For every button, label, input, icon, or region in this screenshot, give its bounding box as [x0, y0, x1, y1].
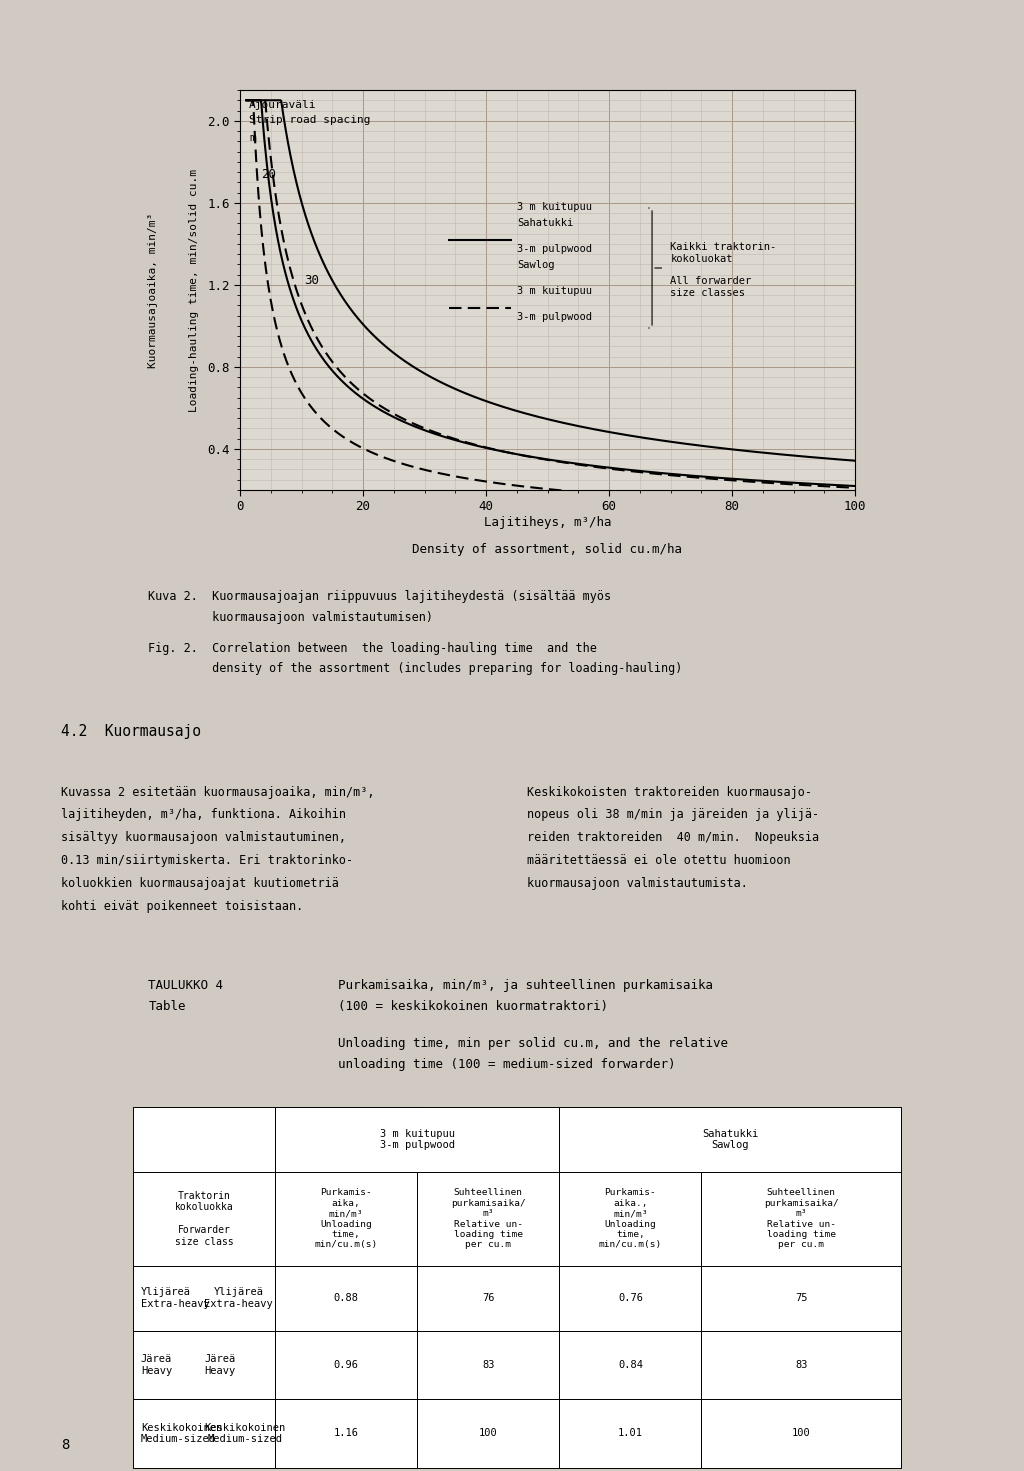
Text: 3-m pulpwood: 3-m pulpwood — [517, 312, 592, 322]
Text: 100: 100 — [479, 1428, 498, 1439]
Bar — [275, 1331, 418, 1399]
Text: määritettäessä ei ole otettu huomioon: määritettäessä ei ole otettu huomioon — [527, 855, 791, 866]
Text: 3 m kuitupuu: 3 m kuitupuu — [517, 202, 592, 212]
Text: Keskikokoinen
Medium-sized: Keskikokoinen Medium-sized — [141, 1422, 222, 1445]
Text: 76: 76 — [482, 1293, 495, 1303]
Bar — [701, 1399, 901, 1468]
Text: size classes: size classes — [671, 288, 745, 299]
Text: 0.84: 0.84 — [617, 1359, 643, 1370]
Text: Keskikokoinen
Medium-sized: Keskikokoinen Medium-sized — [204, 1422, 286, 1445]
Bar — [701, 1172, 901, 1265]
Text: Ylijäreä
Extra-heavy: Ylijäreä Extra-heavy — [141, 1287, 210, 1309]
Text: 75: 75 — [795, 1293, 808, 1303]
Text: lajitiheyden, m³/ha, funktiona. Aikoihin: lajitiheyden, m³/ha, funktiona. Aikoihin — [61, 809, 346, 821]
Text: Sahatukki
Sawlog: Sahatukki Sawlog — [702, 1128, 759, 1150]
Text: 1.01: 1.01 — [617, 1428, 643, 1439]
Bar — [275, 1399, 418, 1468]
Bar — [275, 1265, 418, 1331]
Text: 83: 83 — [482, 1359, 495, 1370]
Bar — [559, 1399, 701, 1468]
Text: Unloading time, min per solid cu.m, and the relative: Unloading time, min per solid cu.m, and … — [338, 1037, 728, 1050]
Text: Purkamis-
aika.,
min/m³
Unloading
time,
min/cu.m(s): Purkamis- aika., min/m³ Unloading time, … — [599, 1189, 663, 1249]
Text: Fig. 2.  Correlation between  the loading-hauling time  and the: Fig. 2. Correlation between the loading-… — [148, 641, 597, 655]
Text: Table: Table — [148, 1000, 186, 1014]
Text: nopeus oli 38 m/min ja järeiden ja ylijä-: nopeus oli 38 m/min ja järeiden ja ylijä… — [527, 809, 819, 821]
Text: Ajouraväli: Ajouraväli — [249, 100, 316, 110]
Bar — [133, 1331, 275, 1399]
Bar — [133, 1108, 275, 1172]
Text: Järeä
Heavy: Järeä Heavy — [204, 1353, 236, 1375]
Text: Ylijäreä
Extra-heavy: Ylijäreä Extra-heavy — [204, 1287, 273, 1309]
Text: Lajitiheys, m³/ha: Lajitiheys, m³/ha — [483, 516, 611, 530]
Text: kohti eivät poikenneet toisistaan.: kohti eivät poikenneet toisistaan. — [61, 900, 304, 912]
Text: 4.2  Kuormausajo: 4.2 Kuormausajo — [61, 724, 202, 738]
Bar — [133, 1172, 275, 1265]
Text: Sawlog: Sawlog — [517, 260, 554, 271]
Bar — [559, 1265, 701, 1331]
Text: 1.16: 1.16 — [334, 1428, 358, 1439]
Bar — [418, 1399, 559, 1468]
Text: unloading time (100 = medium-sized forwarder): unloading time (100 = medium-sized forwa… — [338, 1058, 676, 1071]
Text: (100 = keskikokoinen kuormatraktori): (100 = keskikokoinen kuormatraktori) — [338, 1000, 608, 1014]
Text: 3 m kuitupuu: 3 m kuitupuu — [517, 285, 592, 296]
Bar — [559, 1108, 901, 1172]
Text: All forwarder: All forwarder — [671, 277, 752, 285]
Bar — [701, 1331, 901, 1399]
Bar — [418, 1265, 559, 1331]
Text: Traktorin
kokoluokka

Forwarder
size class: Traktorin kokoluokka Forwarder size clas… — [175, 1190, 233, 1247]
Text: TAULUKKO 4: TAULUKKO 4 — [148, 980, 223, 993]
Text: 30: 30 — [304, 274, 319, 287]
Text: kuormausajoon valmistautumisen): kuormausajoon valmistautumisen) — [148, 610, 433, 624]
Text: 3 m kuitupuu
3-m pulpwood: 3 m kuitupuu 3-m pulpwood — [380, 1128, 455, 1150]
Bar — [275, 1108, 559, 1172]
Text: kokoluokat: kokoluokat — [671, 254, 733, 263]
Text: 8: 8 — [61, 1439, 70, 1452]
Text: Kuormausajoaika, min/m³: Kuormausajoaika, min/m³ — [147, 212, 158, 368]
Text: Purkamisaika, min/m³, ja suhteellinen purkamisaika: Purkamisaika, min/m³, ja suhteellinen pu… — [338, 980, 713, 993]
Bar — [133, 1399, 275, 1468]
Text: Suhteellinen
purkamisaika/
m³
Relative un-
loading time
per cu.m: Suhteellinen purkamisaika/ m³ Relative u… — [764, 1189, 839, 1249]
Bar — [701, 1265, 901, 1331]
Bar — [418, 1172, 559, 1265]
Bar — [133, 1265, 275, 1331]
Text: 100: 100 — [792, 1428, 811, 1439]
Text: Suhteellinen
purkamisaika/
m³
Relative un-
loading time
per cu.m: Suhteellinen purkamisaika/ m³ Relative u… — [451, 1189, 525, 1249]
Text: 0.88: 0.88 — [334, 1293, 358, 1303]
Text: Loading-hauling time, min/solid cu.m: Loading-hauling time, min/solid cu.m — [188, 169, 199, 412]
Text: Keskikokoisten traktoreiden kuormausajo-: Keskikokoisten traktoreiden kuormausajo- — [527, 786, 812, 799]
Text: density of the assortment (includes preparing for loading-hauling): density of the assortment (includes prep… — [148, 662, 683, 675]
Text: m: m — [249, 132, 256, 143]
Bar — [275, 1108, 418, 1172]
Bar — [275, 1172, 418, 1265]
Bar — [418, 1331, 559, 1399]
Text: 0.96: 0.96 — [334, 1359, 358, 1370]
Bar — [559, 1172, 701, 1265]
Text: Kuva 2.  Kuormausajoajan riippuvuus lajitiheydestä (sisältää myös: Kuva 2. Kuormausajoajan riippuvuus lajit… — [148, 590, 611, 603]
Text: 83: 83 — [795, 1359, 808, 1370]
Text: reiden traktoreiden  40 m/min.  Nopeuksia: reiden traktoreiden 40 m/min. Nopeuksia — [527, 831, 819, 844]
Text: sisältyy kuormausajoon valmistautuminen,: sisältyy kuormausajoon valmistautuminen, — [61, 831, 346, 844]
Text: Järeä
Heavy: Järeä Heavy — [141, 1353, 172, 1375]
Text: koluokkien kuormausajoajat kuutiometriä: koluokkien kuormausajoajat kuutiometriä — [61, 877, 339, 890]
Text: Strip road spacing: Strip road spacing — [249, 115, 371, 125]
Bar — [559, 1331, 701, 1399]
Text: 0.76: 0.76 — [617, 1293, 643, 1303]
Text: Kuvassa 2 esitetään kuormausajoaika, min/m³,: Kuvassa 2 esitetään kuormausajoaika, min… — [61, 786, 375, 799]
Text: Sahatukki: Sahatukki — [517, 218, 573, 228]
Text: kuormausajoon valmistautumista.: kuormausajoon valmistautumista. — [527, 877, 749, 890]
Text: Kaikki traktorin-: Kaikki traktorin- — [671, 243, 777, 252]
Text: 3-m pulpwood: 3-m pulpwood — [517, 244, 592, 254]
Text: 20: 20 — [261, 168, 276, 181]
Text: Density of assortment, solid cu.m/ha: Density of assortment, solid cu.m/ha — [413, 543, 683, 556]
Text: 0.13 min/siirtymiskerta. Eri traktorinko-: 0.13 min/siirtymiskerta. Eri traktorinko… — [61, 855, 353, 866]
Text: Purkamis-
aika,
min/m³
Unloading
time,
min/cu.m(s): Purkamis- aika, min/m³ Unloading time, m… — [314, 1189, 378, 1249]
